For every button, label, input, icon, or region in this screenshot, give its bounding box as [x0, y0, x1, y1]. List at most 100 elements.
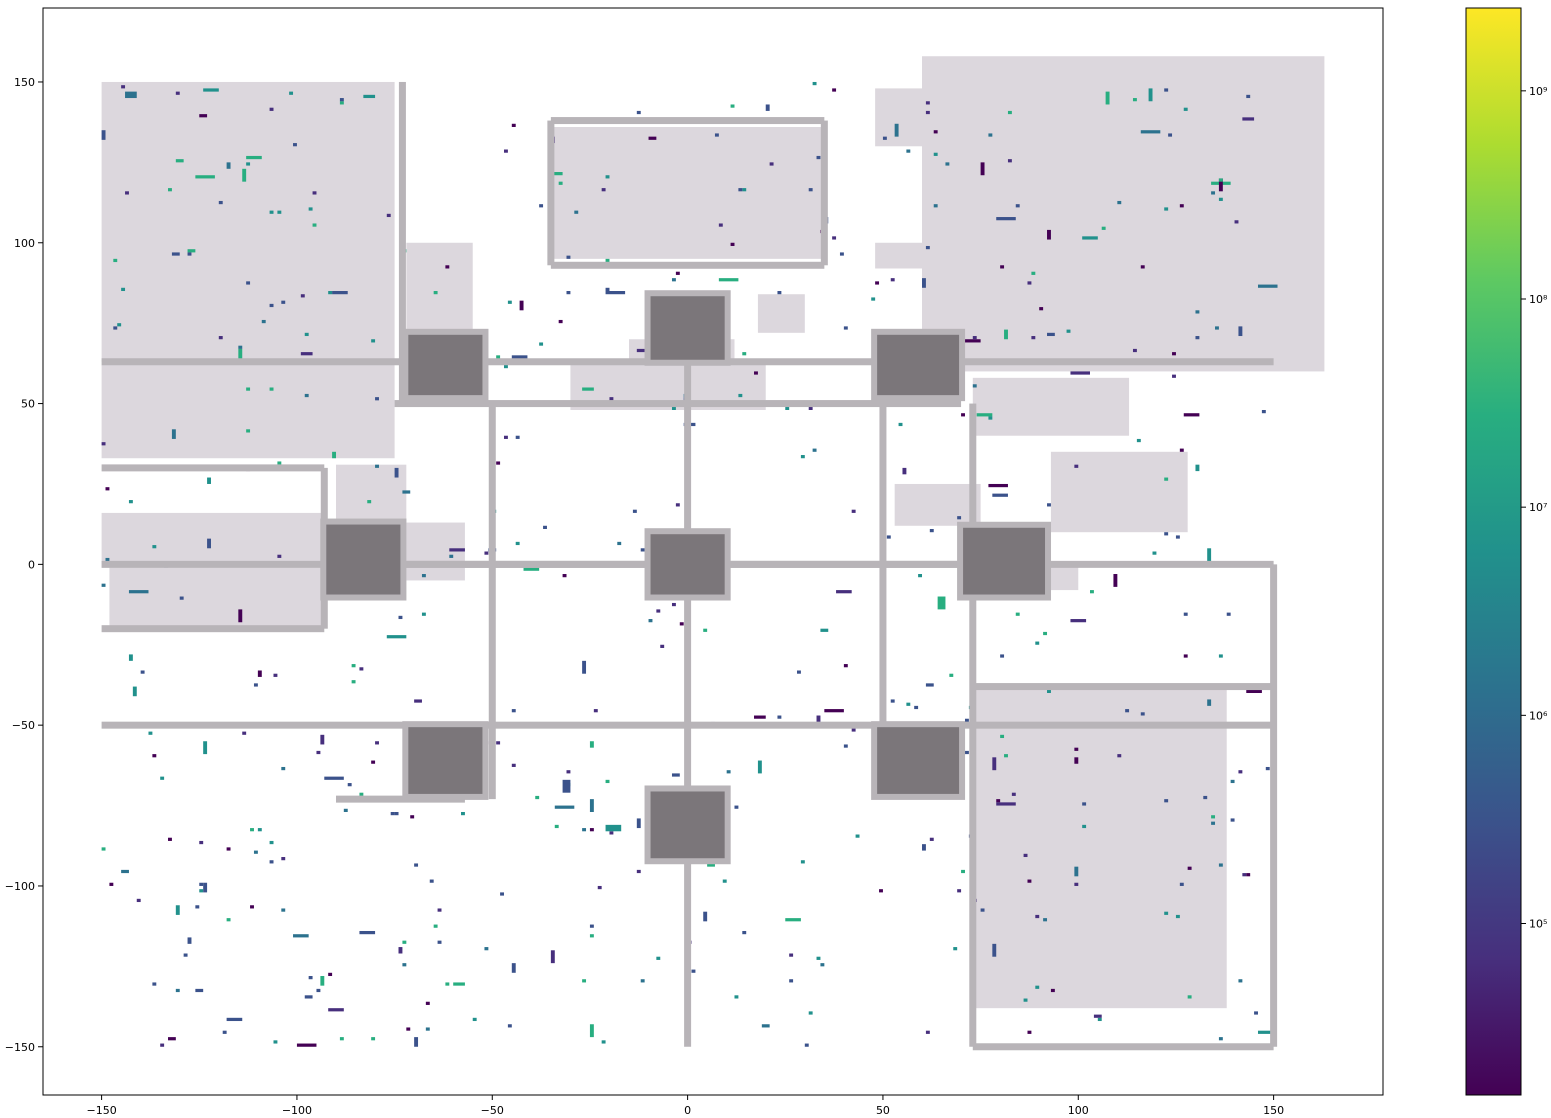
parcel-cell: [199, 840, 204, 845]
plaza-block: [408, 334, 483, 396]
y-tick-label: 0: [28, 558, 35, 571]
parcel-cell: [519, 300, 524, 311]
parcel-cell: [1172, 374, 1176, 378]
parcel-cell: [945, 162, 950, 166]
parcel-cell: [589, 924, 594, 928]
parcel-cell: [195, 905, 200, 909]
colorbar-ticks: 10⁵ 10⁶ 10⁷ 10⁸ 10⁹: [1521, 85, 1548, 930]
parcel-cell: [738, 393, 743, 398]
parcel-cell: [261, 319, 266, 324]
parcel-cell: [1195, 310, 1200, 314]
parcel-cell: [125, 191, 129, 195]
parcel-cell: [507, 300, 512, 304]
parcel-cell: [398, 947, 403, 954]
x-tick-label: 0: [684, 1104, 691, 1117]
district-block: [101, 81, 395, 362]
parcel-cell: [199, 114, 208, 118]
parcel-cell: [1066, 329, 1071, 333]
district-block: [101, 512, 325, 568]
parcel-cell: [1195, 464, 1200, 472]
parcel-cell: [152, 754, 157, 758]
district-block: [109, 567, 325, 626]
parcel-cell: [175, 91, 180, 95]
parcel-cell: [1203, 795, 1208, 800]
parcel-cell: [445, 265, 450, 269]
district-block: [922, 56, 1325, 372]
parcel-cell: [300, 294, 305, 298]
parcel-cell: [972, 384, 977, 388]
parcel-cell: [339, 98, 344, 102]
district-block: [550, 126, 825, 259]
parcel-cell: [636, 869, 641, 874]
parcel-cell: [187, 249, 196, 253]
parcel-cell: [1027, 281, 1032, 285]
parcel-cell: [246, 429, 251, 433]
parcel-cell: [453, 982, 465, 986]
parcel-cell: [343, 808, 348, 812]
parcel-cell: [203, 882, 208, 893]
parcel-cell: [836, 590, 852, 594]
parcel-cell: [648, 619, 653, 623]
parcel-cell: [812, 448, 817, 452]
parcel-cell: [800, 860, 805, 864]
plaza-block: [877, 727, 960, 794]
parcel-cell: [226, 162, 231, 169]
parcel-cell: [1238, 770, 1243, 774]
parcel-cell: [414, 863, 419, 867]
parcel-cell: [691, 969, 696, 973]
parcel-cell: [1164, 799, 1169, 803]
parcel-cell: [929, 528, 934, 533]
parcel-cell: [1246, 689, 1262, 694]
parcel-cell: [539, 204, 544, 208]
parcel-cell: [152, 982, 157, 986]
parcel-cell: [359, 667, 364, 671]
parcel-cell: [582, 979, 587, 983]
road-vertical: [488, 403, 496, 800]
parcel-cell: [1207, 548, 1212, 562]
parcel-cell: [238, 345, 243, 349]
district-block: [1050, 451, 1188, 533]
parcel-cell: [754, 371, 758, 375]
parcel-cell: [496, 461, 501, 465]
parcel-cell: [281, 766, 286, 771]
parcel-cell: [113, 326, 118, 330]
parcel-cell: [964, 750, 969, 755]
parcel-cell: [800, 455, 805, 459]
parcel-cell: [503, 435, 508, 439]
parcel-cell: [554, 824, 559, 829]
parcel-cell: [1183, 612, 1188, 616]
parcel-cell: [589, 934, 594, 938]
parcel-cell: [1175, 914, 1180, 919]
parcel-cell: [1254, 1011, 1258, 1015]
parcel-cell: [207, 538, 211, 549]
parcel-cell: [402, 490, 411, 494]
parcel-cell: [148, 731, 153, 735]
parcel-cell: [269, 860, 274, 864]
parcel-cell: [593, 709, 598, 713]
parcel-cell: [1070, 619, 1087, 623]
parcel-cell: [414, 699, 422, 703]
parcel-cell: [339, 101, 344, 105]
parcel-cell: [1242, 873, 1247, 877]
parcel-cell: [1105, 91, 1110, 105]
parcel-cell: [925, 110, 930, 115]
parcel-cell: [1000, 654, 1005, 658]
parcel-cell: [980, 162, 985, 176]
parcel-cell: [820, 628, 829, 632]
parcel-cell: [238, 609, 243, 623]
parcel-cell: [1023, 998, 1028, 1002]
plaza-block: [650, 791, 725, 859]
parcel-cell: [660, 644, 665, 648]
parcel-cell: [1211, 191, 1216, 195]
parcel-cell: [1132, 98, 1137, 102]
parcel-cell: [1027, 1030, 1032, 1034]
parcel-cell: [789, 979, 794, 983]
parcel-cell: [566, 770, 571, 774]
parcel-cell: [925, 1030, 930, 1034]
parcel-cell: [640, 979, 645, 983]
parcel-cell: [1082, 824, 1087, 829]
road-vertical: [879, 361, 887, 800]
parcel-cell: [347, 783, 352, 787]
parcel-cell: [1132, 348, 1137, 353]
parcel-cell: [1039, 307, 1044, 311]
